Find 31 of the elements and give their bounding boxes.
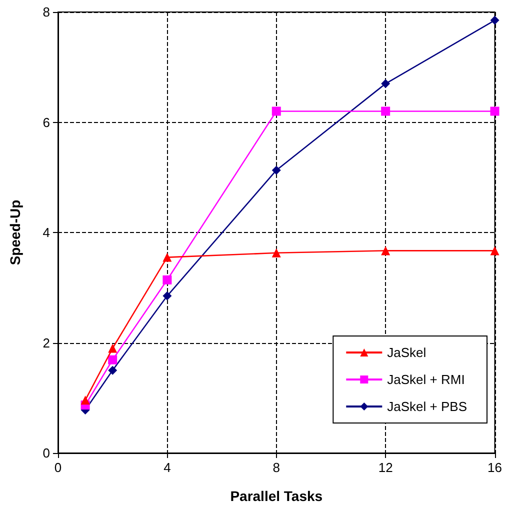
y-tick-label: 0 [42,446,50,460]
point [381,106,390,116]
point [381,79,390,88]
y-tick-label: 2 [42,335,50,350]
point [162,275,172,284]
point [272,106,281,116]
point [162,252,172,262]
point [162,291,172,300]
point [490,16,500,25]
point [108,355,118,364]
point [108,366,118,375]
point [108,344,118,353]
x-tick-label: 0 [54,460,62,475]
point [80,396,90,405]
x-tick-label: 4 [164,460,171,475]
point [490,106,500,116]
point [490,246,500,256]
y-tick-label: 6 [42,114,50,130]
x-axis-title: Parallel Tasks [230,488,323,504]
x-tick-label: 8 [272,460,280,475]
y-axis-title: Speed-Up [7,200,23,266]
x-tick-label: 12 [378,460,393,475]
legend-label: JaSkel [387,345,426,360]
y-tick-label: 4 [42,225,50,240]
x-tick-label: 16 [488,460,502,475]
y-tick-label: 8 [42,4,50,20]
legend-label: JaSkel + PBS [387,399,468,414]
point [381,246,390,256]
legend-label: JaSkel + RMI [387,372,465,387]
point [272,248,281,258]
point [272,166,281,175]
